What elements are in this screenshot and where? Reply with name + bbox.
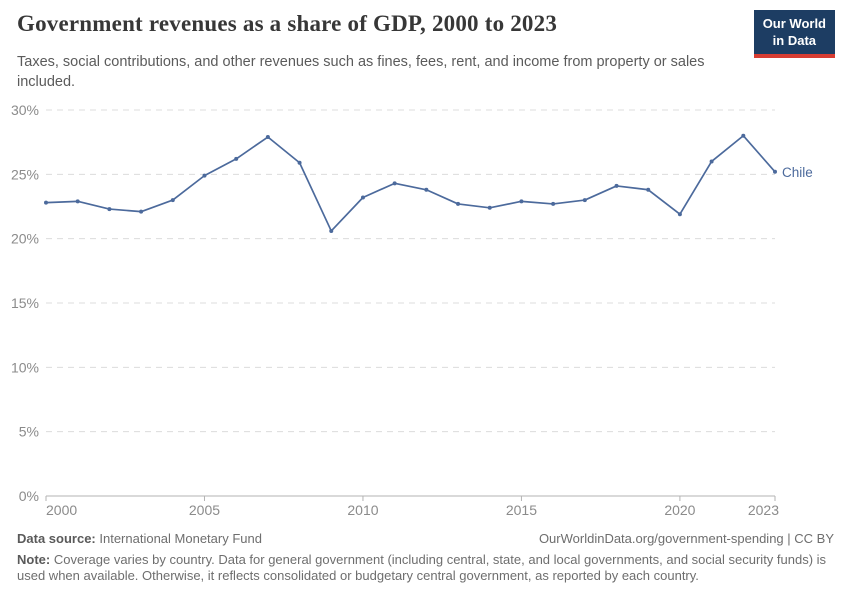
chart-note: Note: Coverage varies by country. Data f… xyxy=(17,552,835,584)
data-source: Data source: International Monetary Fund xyxy=(17,531,262,546)
data-point[interactable] xyxy=(773,169,777,174)
data-point[interactable] xyxy=(329,228,334,233)
data-source-value: International Monetary Fund xyxy=(99,531,262,546)
x-axis-tick-label: 2005 xyxy=(189,502,220,518)
data-point[interactable] xyxy=(487,205,492,210)
data-point[interactable] xyxy=(75,199,80,204)
data-point[interactable] xyxy=(360,195,365,200)
y-axis-tick-label: 15% xyxy=(11,295,39,311)
data-point[interactable] xyxy=(614,183,619,188)
owid-logo-line2: in Data xyxy=(772,32,817,48)
chart-subtitle: Taxes, social contributions, and other r… xyxy=(17,54,705,90)
data-point[interactable] xyxy=(139,209,144,214)
data-point[interactable] xyxy=(424,187,429,192)
page-title: Government revenues as a share of GDP, 2… xyxy=(17,11,558,36)
note-text: Coverage varies by country. Data for gen… xyxy=(17,552,827,583)
y-axis-tick-label: 30% xyxy=(11,102,39,118)
y-axis-tick-label: 20% xyxy=(11,231,39,247)
x-axis-tick-label: 2015 xyxy=(506,502,537,518)
owid-logo[interactable]: Our World in Data xyxy=(753,10,835,58)
y-axis-tick-label: 10% xyxy=(11,359,39,375)
data-point[interactable] xyxy=(44,200,48,205)
x-axis-tick-label: 2000 xyxy=(46,502,77,518)
series-end-label[interactable]: Chile xyxy=(782,165,813,180)
y-axis-tick-label: 0% xyxy=(19,488,39,504)
data-point[interactable] xyxy=(551,201,556,206)
data-point[interactable] xyxy=(392,181,397,186)
data-point[interactable] xyxy=(107,207,112,212)
data-source-label: Data source: xyxy=(17,531,96,546)
y-axis-tick-label: 25% xyxy=(11,166,39,182)
x-axis-tick-label: 2023 xyxy=(748,502,779,518)
data-point[interactable] xyxy=(646,187,651,192)
data-point[interactable] xyxy=(265,135,270,140)
data-line-chile[interactable] xyxy=(45,134,776,232)
data-point[interactable] xyxy=(519,199,524,204)
owid-logo-line1: Our World xyxy=(762,16,826,31)
data-point[interactable] xyxy=(741,133,746,138)
line-chart-canvas[interactable]: 0% 5% 10% 15% 20% 25% 30% 2000 2005 2010 2015 2020 2… xyxy=(0,0,850,525)
footer-license-link[interactable]: OurWorldinData.org/government-spending |… xyxy=(538,531,834,546)
data-point[interactable] xyxy=(709,159,714,164)
x-axis-tick-label: 2010 xyxy=(347,502,378,518)
x-axis-tick-label: 2020 xyxy=(664,502,695,518)
y-axis-tick-label: 5% xyxy=(19,424,39,440)
note-label: Note: xyxy=(17,552,51,567)
data-point[interactable] xyxy=(677,212,682,217)
chart-footer: Data source: International Monetary Fund… xyxy=(17,531,834,584)
data-point[interactable] xyxy=(170,198,175,203)
data-point[interactable] xyxy=(582,198,587,203)
data-point[interactable] xyxy=(202,173,207,178)
data-point[interactable] xyxy=(234,156,239,161)
data-point[interactable] xyxy=(456,201,461,206)
data-point[interactable] xyxy=(297,160,302,165)
